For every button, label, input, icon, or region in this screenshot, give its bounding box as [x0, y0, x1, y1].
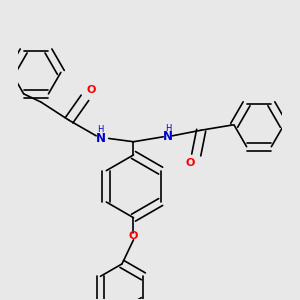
Text: O: O: [87, 85, 96, 95]
Text: H: H: [165, 124, 171, 133]
Text: O: O: [185, 158, 195, 168]
Text: N: N: [95, 132, 106, 145]
Text: O: O: [129, 231, 138, 241]
Text: N: N: [163, 130, 173, 143]
Text: H: H: [97, 125, 104, 134]
